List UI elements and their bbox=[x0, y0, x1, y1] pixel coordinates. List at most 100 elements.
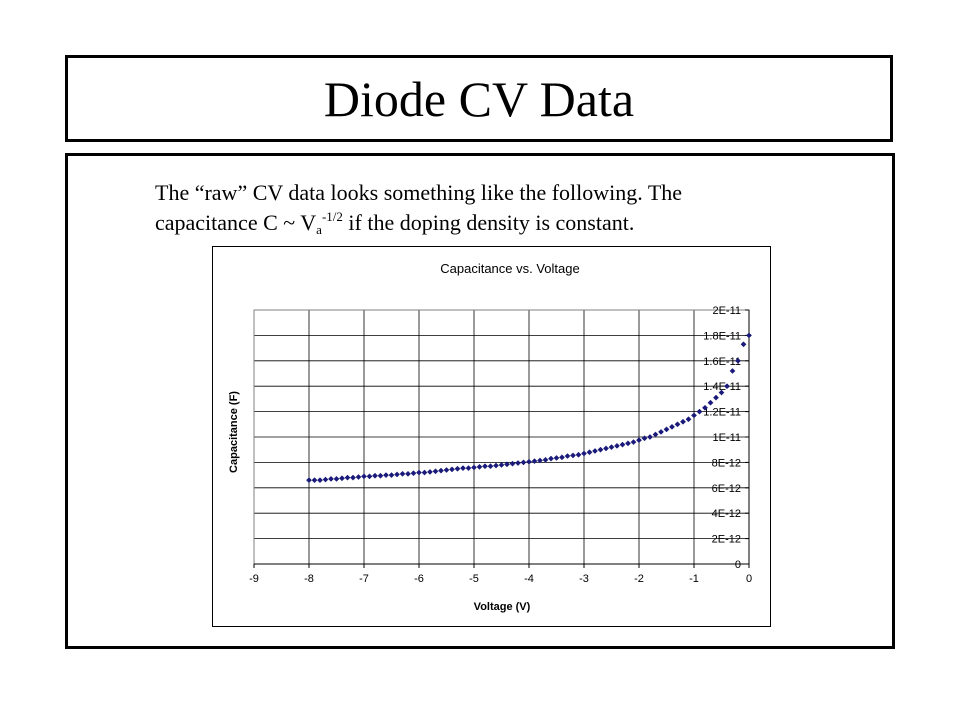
chart-title: Capacitance vs. Voltage bbox=[440, 261, 579, 276]
data-point bbox=[603, 445, 609, 452]
data-point bbox=[355, 474, 362, 480]
x-tick-label: -5 bbox=[469, 573, 479, 585]
x-tick-label: 0 bbox=[746, 573, 752, 585]
data-point bbox=[493, 462, 499, 469]
data-point bbox=[526, 458, 532, 465]
data-point bbox=[630, 439, 637, 446]
content-box bbox=[65, 153, 895, 649]
body-line-1: The “raw” CV data looks something like t… bbox=[155, 180, 683, 205]
data-point bbox=[416, 469, 422, 476]
data-point bbox=[713, 394, 719, 401]
x-tick-label: -6 bbox=[414, 573, 424, 585]
data-point bbox=[460, 465, 466, 472]
x-tick-label: -9 bbox=[249, 573, 259, 585]
y-tick-label: 2E-12 bbox=[712, 534, 741, 546]
y-tick-label: 1.6E-11 bbox=[703, 356, 741, 368]
data-point bbox=[658, 428, 664, 435]
body-line-2-sup: -1/2 bbox=[321, 209, 343, 224]
chart-frame bbox=[212, 246, 771, 627]
title-box: Diode CV Data bbox=[65, 55, 893, 142]
data-point bbox=[702, 404, 708, 411]
ticks: -9 -8 -7 -6 -5 -4 -3 -2 -1 00 2E-12 4E-12 6E-12 8E-12… bbox=[249, 305, 752, 585]
data-point bbox=[383, 472, 389, 479]
x-tick-label: -8 bbox=[304, 573, 314, 585]
data-point bbox=[498, 461, 505, 468]
data-point bbox=[482, 463, 488, 470]
data-point bbox=[581, 450, 587, 457]
body-text: The “raw” CV data looks something like t… bbox=[155, 178, 855, 238]
data-point bbox=[636, 437, 642, 444]
data-point bbox=[652, 431, 659, 438]
y-tick-label: 4E-12 bbox=[712, 508, 741, 520]
data-point bbox=[432, 468, 439, 475]
y-tick-label: 6E-12 bbox=[712, 483, 741, 495]
body-line-2-sub: a bbox=[316, 222, 322, 237]
data-point bbox=[685, 416, 692, 423]
data-point bbox=[311, 477, 318, 484]
data-point bbox=[388, 472, 395, 479]
data-point bbox=[586, 449, 593, 456]
body-line-2: capacitance C ~ Va-1/2 if the doping den… bbox=[155, 208, 855, 238]
data-point bbox=[317, 477, 323, 484]
data-point bbox=[559, 454, 565, 461]
data-series bbox=[306, 332, 752, 484]
body-line-2-post: if the doping density is constant. bbox=[342, 210, 635, 235]
y-tick-label: 2E-11 bbox=[712, 305, 741, 317]
data-point bbox=[597, 446, 604, 453]
y-tick-label: 1.4E-11 bbox=[703, 381, 741, 393]
data-point bbox=[570, 452, 576, 459]
data-point bbox=[366, 473, 373, 480]
data-point bbox=[746, 332, 752, 339]
body-line-2-pre: capacitance C ~ V bbox=[155, 210, 317, 235]
x-tick-label: -3 bbox=[579, 573, 589, 585]
x-tick-label: -2 bbox=[634, 573, 644, 585]
data-point bbox=[306, 477, 312, 484]
data-point bbox=[421, 469, 428, 476]
data-point bbox=[471, 464, 477, 471]
y-tick-label: 0 bbox=[735, 559, 741, 571]
data-point bbox=[729, 368, 736, 374]
data-point bbox=[405, 470, 411, 477]
data-point bbox=[641, 435, 648, 442]
data-point bbox=[504, 461, 510, 468]
data-point bbox=[608, 444, 615, 451]
data-point bbox=[696, 408, 703, 415]
data-point bbox=[548, 455, 554, 462]
data-point bbox=[465, 465, 472, 472]
data-point bbox=[735, 357, 741, 364]
data-point bbox=[674, 421, 681, 428]
x-tick-label: -7 bbox=[359, 573, 369, 585]
data-point bbox=[449, 466, 455, 473]
data-point bbox=[625, 440, 631, 447]
data-point bbox=[361, 473, 367, 480]
x-tick-label: -4 bbox=[524, 573, 534, 585]
data-point bbox=[333, 475, 340, 482]
data-point bbox=[399, 470, 406, 477]
y-axis-label: Capacitance (F) bbox=[228, 391, 240, 473]
data-point bbox=[487, 463, 494, 470]
data-point bbox=[509, 460, 516, 467]
data-point bbox=[619, 441, 626, 448]
data-point bbox=[339, 475, 345, 482]
data-point bbox=[537, 457, 543, 464]
data-point bbox=[669, 423, 675, 430]
data-point bbox=[647, 434, 653, 440]
data-point bbox=[553, 455, 560, 461]
data-point bbox=[377, 472, 384, 479]
data-point bbox=[322, 476, 329, 483]
data-point bbox=[663, 426, 670, 433]
data-point bbox=[520, 459, 527, 466]
data-point bbox=[592, 448, 598, 454]
data-point bbox=[691, 412, 697, 419]
slide-title: Diode CV Data bbox=[323, 70, 635, 127]
y-tick-label: 1E-11 bbox=[712, 432, 741, 444]
capacitance-chart: Capacitance vs. Voltage Voltage (V) Capa… bbox=[212, 246, 771, 627]
data-point bbox=[740, 341, 747, 348]
data-point bbox=[443, 467, 450, 473]
data-point bbox=[575, 451, 582, 458]
data-point bbox=[531, 458, 538, 465]
data-point bbox=[614, 442, 620, 449]
x-axis-label: Voltage (V) bbox=[474, 601, 531, 613]
x-tick-label: -1 bbox=[689, 573, 699, 585]
data-point bbox=[542, 456, 549, 463]
